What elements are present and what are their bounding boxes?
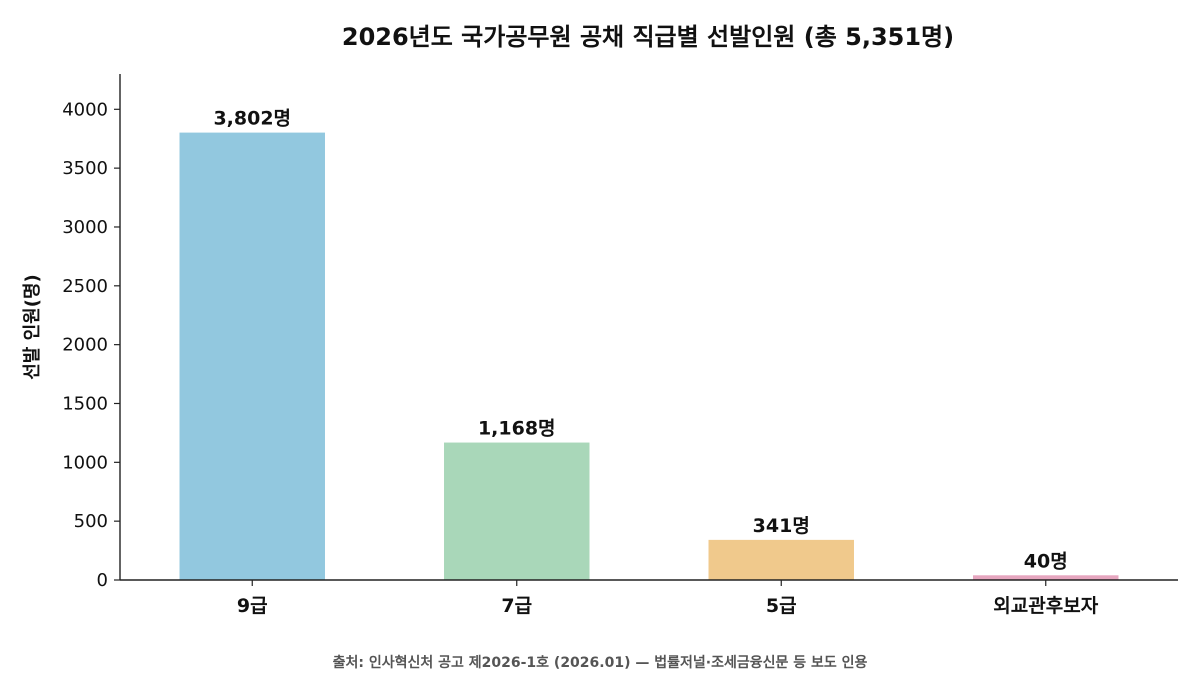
data-label: 1,168명 xyxy=(478,418,556,440)
y-tick-label: 4000 xyxy=(62,99,108,120)
data-label: 40명 xyxy=(1024,550,1068,572)
y-tick-label: 2000 xyxy=(62,335,108,356)
x-tick-label: 9급 xyxy=(237,595,268,617)
data-label: 3,802명 xyxy=(213,108,291,130)
y-tick-label: 500 xyxy=(74,511,108,532)
chart-title: 2026년도 국가공무원 공채 직급별 선발인원 (총 5,351명) xyxy=(342,23,954,51)
y-tick-label: 3000 xyxy=(62,217,108,238)
x-tick-label: 외교관후보자 xyxy=(993,595,1098,617)
y-tick-label: 1000 xyxy=(62,452,108,473)
y-axis-label: 선발 인원(명) xyxy=(22,274,43,380)
y-tick-label: 3500 xyxy=(62,158,108,179)
y-tick-label: 2500 xyxy=(62,276,108,297)
bar-4 xyxy=(973,575,1119,580)
bar-1 xyxy=(179,132,325,580)
plot-area: 0 500 1000 1500 2000 2500 3000 3500 4000 3,802명 9급… xyxy=(62,99,1119,617)
source-note: 출처: 인사혁신처 공고 제2026-1호 (2026.01) — 법률저널·조… xyxy=(333,654,868,671)
y-tick-label: 0 xyxy=(97,570,108,591)
bar-2 xyxy=(444,442,590,580)
data-label: 341명 xyxy=(753,515,810,537)
bar-3 xyxy=(708,539,854,580)
y-tick-label: 1500 xyxy=(62,393,108,414)
x-tick-label: 7급 xyxy=(501,595,532,617)
x-tick-label: 5급 xyxy=(766,595,797,617)
